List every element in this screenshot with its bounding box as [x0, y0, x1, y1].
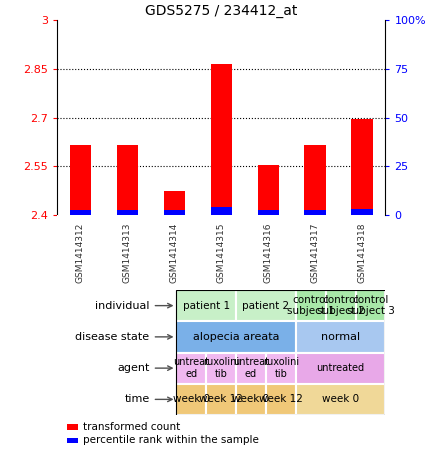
- Bar: [117, 210, 138, 215]
- Bar: [177, 384, 206, 415]
- Text: control
subject 2: control subject 2: [317, 295, 364, 317]
- Text: week 0: week 0: [233, 395, 270, 405]
- Text: control
subject 3: control subject 3: [346, 295, 395, 317]
- Text: untreat
ed: untreat ed: [173, 357, 209, 379]
- Text: transformed count: transformed count: [83, 422, 180, 432]
- Bar: [211, 64, 232, 215]
- Bar: [236, 384, 266, 415]
- Bar: [296, 352, 385, 384]
- Text: GSM1414318: GSM1414318: [357, 222, 367, 283]
- Bar: [326, 290, 356, 321]
- Text: control
subject 1: control subject 1: [287, 295, 335, 317]
- Bar: [296, 290, 326, 321]
- Bar: [304, 210, 325, 215]
- Title: GDS5275 / 234412_at: GDS5275 / 234412_at: [145, 4, 297, 18]
- Text: GSM1414317: GSM1414317: [311, 222, 320, 283]
- Text: ruxolini
tib: ruxolini tib: [203, 357, 239, 379]
- Bar: [177, 321, 296, 352]
- Bar: [164, 210, 185, 215]
- Bar: [206, 384, 236, 415]
- Text: GSM1414315: GSM1414315: [217, 222, 226, 283]
- Text: normal: normal: [321, 332, 360, 342]
- Bar: [351, 208, 373, 215]
- Bar: [70, 145, 91, 215]
- Text: percentile rank within the sample: percentile rank within the sample: [83, 435, 259, 445]
- Text: time: time: [124, 395, 149, 405]
- Bar: [164, 191, 185, 215]
- Text: GSM1414312: GSM1414312: [76, 222, 85, 283]
- Bar: [266, 384, 296, 415]
- Text: patient 2: patient 2: [242, 301, 290, 311]
- Bar: [356, 290, 385, 321]
- Bar: [177, 290, 236, 321]
- Bar: [206, 352, 236, 384]
- Text: patient 1: patient 1: [183, 301, 230, 311]
- Text: week 12: week 12: [259, 395, 303, 405]
- Text: GSM1414313: GSM1414313: [123, 222, 132, 283]
- Text: alopecia areata: alopecia areata: [193, 332, 279, 342]
- Bar: [266, 352, 296, 384]
- Text: untreat
ed: untreat ed: [233, 357, 269, 379]
- Bar: [236, 290, 296, 321]
- Text: GSM1414314: GSM1414314: [170, 222, 179, 283]
- Bar: [70, 210, 91, 215]
- Text: untreated: untreated: [317, 363, 365, 373]
- Text: disease state: disease state: [75, 332, 149, 342]
- Text: ruxolini
tib: ruxolini tib: [263, 357, 299, 379]
- Bar: [258, 164, 279, 215]
- Bar: [351, 119, 373, 215]
- Bar: [258, 210, 279, 215]
- Bar: [67, 438, 78, 443]
- Bar: [211, 207, 232, 215]
- Text: GSM1414316: GSM1414316: [264, 222, 272, 283]
- Bar: [304, 145, 325, 215]
- Bar: [117, 145, 138, 215]
- Bar: [236, 352, 266, 384]
- Text: week 0: week 0: [322, 395, 359, 405]
- Bar: [296, 321, 385, 352]
- Text: week 0: week 0: [173, 395, 210, 405]
- Text: agent: agent: [117, 363, 149, 373]
- Bar: [177, 290, 385, 415]
- Bar: [177, 352, 206, 384]
- Text: individual: individual: [95, 301, 149, 311]
- Bar: [67, 424, 78, 430]
- Bar: [296, 384, 385, 415]
- Text: week 12: week 12: [199, 395, 243, 405]
